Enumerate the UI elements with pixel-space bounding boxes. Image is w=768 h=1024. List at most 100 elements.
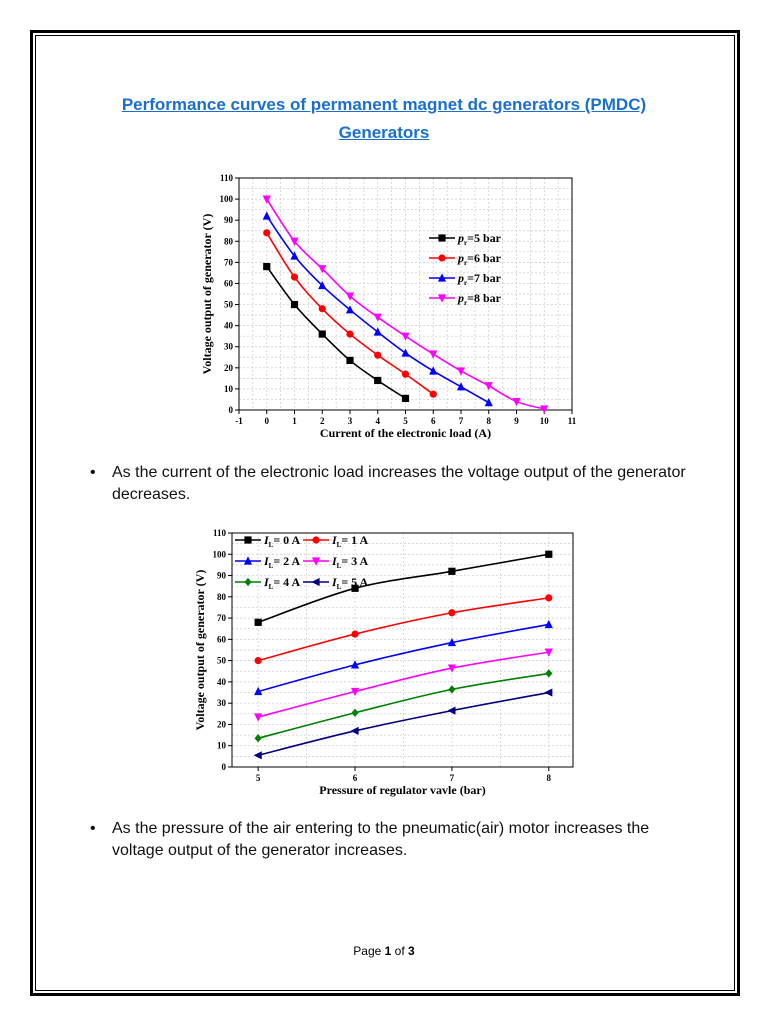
series (254, 648, 553, 722)
y-tick-label: 90 (217, 571, 227, 581)
y-tick-label: 30 (224, 342, 234, 352)
x-tick-label: 5 (403, 416, 408, 426)
y-tick-label: 20 (224, 363, 234, 373)
data-point (351, 630, 359, 638)
chart-voltage-vs-current: -1 0 1 2 3 4 5 6 7 8 9 10 11010203040506070809010011… (200, 170, 590, 445)
data-point (350, 687, 360, 697)
legend-label: IL= 3 A (331, 554, 369, 570)
y-tick-label: 80 (224, 236, 234, 246)
series (253, 688, 553, 760)
legend-marker (243, 556, 253, 565)
data-point (262, 195, 271, 204)
data-point (254, 618, 262, 626)
data-point (346, 330, 354, 338)
data-point (345, 292, 355, 301)
series-line (257, 597, 549, 662)
data-point (346, 356, 354, 365)
legend-label: IL= 2 A (263, 554, 301, 570)
legend-label: pr=6 bar (457, 251, 502, 267)
data-point (448, 609, 456, 617)
x-tick-label: 5 (256, 773, 261, 783)
legend-marker (437, 294, 447, 303)
y-axis-label: Voltage output of generator (V) (193, 570, 207, 731)
series (254, 619, 553, 696)
y-tick-label: 110 (213, 528, 227, 538)
series (263, 262, 410, 402)
x-tick-label: 8 (547, 773, 552, 783)
bullet-text: As the current of the electronic load in… (112, 464, 686, 503)
y-axis-label: Voltage output of generator (V) (200, 214, 214, 375)
y-tick-label: 50 (217, 656, 227, 666)
series-line (257, 623, 549, 693)
data-point (401, 394, 410, 402)
y-tick-label: 20 (217, 719, 227, 729)
data-point (254, 734, 262, 743)
legend-marker (312, 536, 320, 544)
page-footer: Page 1 of 3 (0, 944, 768, 958)
legend-entry: IL= 5 A (303, 575, 369, 591)
x-tick-label: -1 (235, 416, 243, 426)
data-point (544, 688, 553, 697)
y-tick-label: 80 (217, 592, 227, 602)
legend-entry: pr=5 bar (429, 231, 502, 247)
x-tick-label: 8 (487, 416, 492, 426)
data-point (401, 348, 410, 357)
data-point (429, 390, 437, 398)
data-point (254, 713, 263, 722)
y-tick-label: 0 (229, 405, 234, 415)
y-tick-label: 60 (217, 634, 227, 644)
legend-entry: pr=6 bar (429, 251, 502, 267)
legend-marker (311, 577, 320, 587)
data-point (290, 251, 299, 260)
data-point (448, 567, 456, 575)
legend-entry: IL= 1 A (303, 533, 369, 549)
x-tick-label: 6 (353, 773, 358, 783)
y-tick-label: 100 (213, 549, 227, 559)
series (263, 229, 437, 398)
x-tick-label: 3 (348, 416, 353, 426)
series (254, 550, 553, 626)
page-border-inner (35, 35, 735, 991)
y-tick-label: 40 (217, 677, 227, 687)
x-tick-label: 10 (540, 416, 550, 426)
data-point (447, 664, 457, 673)
x-tick-label: 9 (514, 416, 519, 426)
data-point (447, 637, 457, 647)
data-point (351, 708, 359, 717)
legend-marker (437, 273, 447, 282)
data-point (401, 332, 410, 341)
legend-label: IL= 4 A (263, 575, 301, 591)
footer-total-pages: 3 (408, 944, 415, 958)
data-point (429, 366, 438, 375)
x-tick-label: 7 (459, 416, 464, 426)
legend-entry: IL= 4 A (235, 575, 301, 591)
series (262, 211, 493, 407)
grid (232, 532, 573, 768)
y-tick-label: 110 (220, 173, 234, 183)
data-point (254, 686, 263, 696)
data-point (290, 273, 299, 281)
data-point (544, 619, 553, 629)
data-point (373, 327, 382, 336)
data-point (318, 305, 326, 313)
data-point (254, 657, 262, 665)
legend-marker (311, 557, 321, 566)
data-point (318, 280, 327, 290)
y-tick-label: 70 (224, 257, 234, 267)
series-line (257, 691, 549, 757)
data-point (350, 726, 359, 735)
series (262, 195, 549, 414)
data-point (345, 305, 355, 314)
data-point (429, 350, 438, 359)
x-tick-label: 2 (320, 416, 325, 426)
data-point (290, 237, 299, 246)
x-tick-label: 1 (292, 416, 297, 426)
legend-label: pr=8 bar (457, 291, 502, 307)
data-point (373, 313, 382, 322)
data-point (318, 265, 327, 274)
data-point (350, 660, 360, 669)
footer-prefix: Page (353, 944, 385, 958)
data-point (318, 330, 326, 338)
legend-marker (244, 536, 252, 544)
